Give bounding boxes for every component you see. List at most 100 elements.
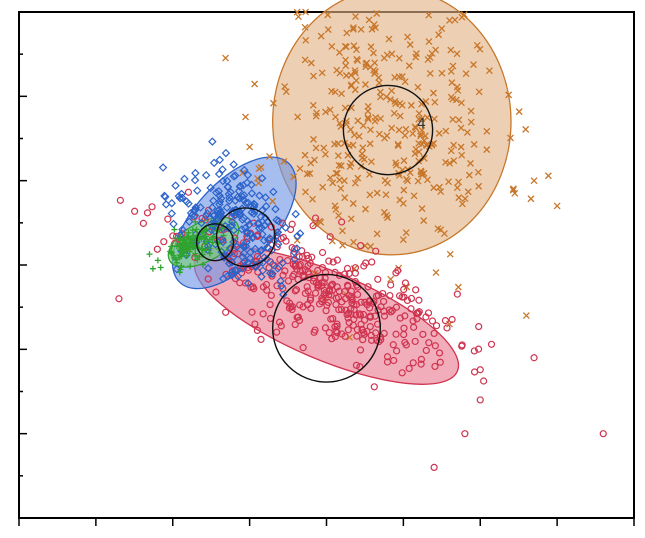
data-point	[224, 249, 234, 258]
data-point	[221, 148, 231, 158]
data-point	[237, 225, 247, 234]
data-point	[329, 179, 337, 187]
data-point	[268, 269, 277, 278]
data-point	[379, 289, 387, 298]
data-point	[373, 189, 381, 197]
data-point	[185, 233, 192, 240]
data-point	[179, 249, 186, 256]
data-point	[345, 318, 353, 327]
data-point	[435, 349, 444, 357]
data-point	[284, 277, 293, 285]
data-point	[351, 67, 359, 75]
data-point	[383, 358, 392, 366]
data-point	[239, 181, 248, 190]
data-point	[209, 158, 219, 168]
data-point	[229, 160, 238, 169]
data-point	[395, 73, 403, 81]
data-point	[483, 127, 491, 135]
data-point	[331, 202, 339, 210]
data-point	[223, 271, 232, 281]
data-point	[347, 215, 355, 223]
data-point	[355, 310, 364, 318]
data-point	[599, 430, 607, 438]
data-point	[458, 200, 466, 208]
data-point	[116, 196, 124, 204]
data-point	[291, 209, 300, 219]
data-point	[409, 359, 417, 367]
data-point	[232, 242, 242, 252]
data-point	[303, 251, 311, 260]
data-point	[351, 264, 360, 272]
data-point	[190, 242, 197, 249]
data-point	[368, 25, 376, 33]
data-point	[235, 206, 244, 216]
data-point	[259, 283, 268, 291]
data-point	[311, 326, 319, 334]
data-point	[429, 89, 437, 97]
data-point	[341, 194, 349, 202]
data-point	[261, 193, 270, 202]
data-point	[259, 236, 269, 245]
data-point	[360, 328, 368, 337]
data-point	[467, 107, 475, 115]
data-point	[307, 294, 315, 302]
data-point	[235, 193, 244, 203]
centroid-circle	[195, 223, 235, 262]
data-point	[415, 115, 423, 123]
data-point	[257, 272, 266, 281]
data-point	[201, 211, 211, 221]
data-point	[325, 329, 333, 337]
data-point	[291, 320, 299, 329]
data-point	[172, 235, 179, 242]
data-point	[425, 11, 433, 19]
data-point	[334, 293, 343, 302]
data-point	[317, 32, 325, 40]
data-point	[426, 54, 434, 62]
data-point	[341, 42, 349, 50]
data-point	[269, 187, 278, 197]
data-point	[203, 238, 210, 245]
data-point	[197, 218, 206, 228]
data-point	[236, 279, 244, 287]
data-point	[418, 205, 426, 213]
data-point	[475, 182, 483, 190]
data-point	[294, 113, 302, 121]
data-point	[240, 224, 250, 233]
data-point	[407, 305, 415, 313]
data-point	[417, 168, 425, 176]
data-point	[203, 209, 212, 218]
annotation-label: 4	[417, 116, 426, 132]
data-point	[430, 463, 438, 471]
data-point	[345, 269, 353, 278]
data-point	[273, 328, 281, 336]
data-point	[347, 126, 355, 134]
data-point	[228, 267, 237, 277]
data-point	[442, 158, 450, 166]
data-point	[387, 275, 395, 283]
data-point	[349, 25, 357, 33]
data-point	[430, 329, 438, 338]
data-point	[241, 198, 251, 208]
data-point	[273, 264, 283, 273]
data-point	[281, 83, 289, 91]
data-point	[203, 264, 213, 273]
data-point	[415, 139, 423, 147]
data-point	[515, 108, 523, 116]
data-point	[310, 135, 317, 143]
data-point	[234, 186, 244, 196]
data-point	[409, 317, 417, 325]
data-point	[350, 42, 358, 50]
data-point	[185, 217, 194, 226]
data-point	[415, 296, 423, 304]
data-point	[522, 312, 530, 320]
data-point	[337, 162, 345, 170]
data-point	[181, 248, 188, 255]
data-point	[359, 336, 367, 344]
data-point	[480, 377, 488, 385]
data-point	[454, 283, 462, 291]
data-point	[257, 245, 266, 255]
data-point	[386, 96, 394, 104]
data-point	[348, 294, 356, 303]
data-point	[180, 174, 189, 184]
